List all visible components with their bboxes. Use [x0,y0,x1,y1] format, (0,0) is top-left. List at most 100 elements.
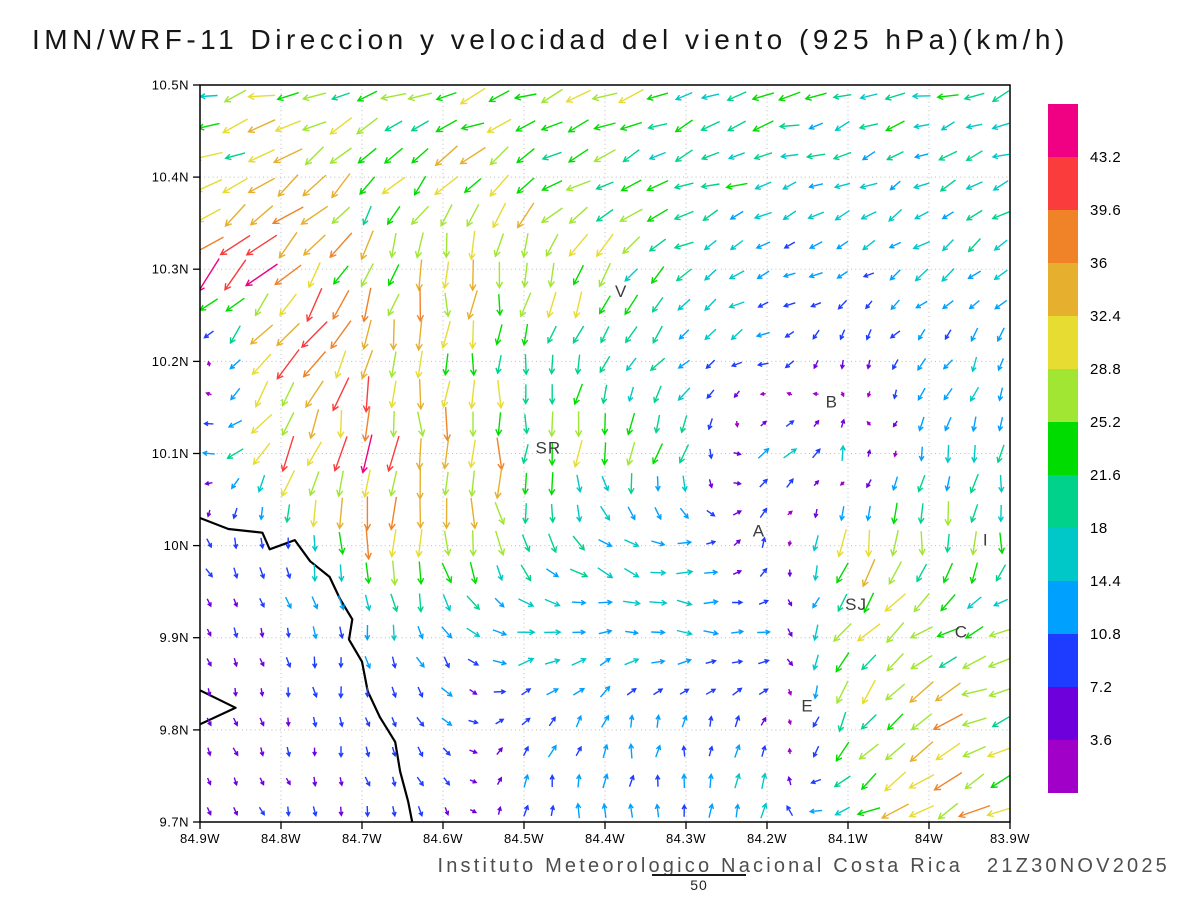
wind-arrow [415,350,423,379]
wind-arrow [567,119,589,133]
wind-arrow [917,474,926,493]
wind-arrow [224,259,247,291]
wind-arrow [568,206,588,225]
wind-arrow [677,658,692,665]
colorbar-segment [1048,687,1078,740]
wind-arrow [387,264,400,287]
wind-arrow [364,776,371,787]
wind-arrow [417,593,424,613]
wind-arrow [545,233,559,258]
wind-arrow [200,236,224,254]
wind-arrow [540,207,563,224]
wind-arrow [991,153,1010,160]
wind-arrow [259,627,265,638]
wind-arrow [600,326,610,344]
wind-arrow [312,626,318,640]
wind-arrow [312,716,318,728]
wind-arrow [565,89,591,103]
wind-arrow [572,440,583,469]
wind-arrow [648,151,666,161]
wind-arrow [466,627,481,638]
wind-arrow [251,353,272,376]
wind-arrow [206,658,212,667]
wind-arrow [386,205,401,226]
wind-arrow [839,506,845,522]
wind-arrow [573,291,583,319]
wind-arrow [833,182,851,190]
colorbar-label: 3.6 [1090,732,1112,749]
wind-arrow [761,772,768,789]
wind-arrow [892,359,899,371]
wind-arrow [890,530,899,557]
wind-arrow [758,599,770,605]
wind-arrow [259,537,265,550]
wind-arrow [468,230,476,261]
wind-arrow [648,238,667,252]
wind-arrow [996,444,1005,464]
colorbar-segment [1048,263,1078,316]
wind-arrow [416,467,424,501]
wind-arrow [651,296,664,313]
wind-arrow [302,351,327,378]
wind-arrow [991,716,1010,728]
wind-arrow [271,206,304,224]
wind-arrow [962,745,986,758]
wind-arrow [681,475,688,493]
wind-arrow [918,531,926,557]
wind-arrow [835,741,850,763]
wind-arrow [469,689,478,695]
wind-arrow [625,357,637,372]
wind-arrow [626,412,636,436]
wind-arrow [572,687,586,696]
wind-arrow [230,387,241,401]
wind-arrow [254,293,269,317]
wind-arrow [410,120,429,132]
wind-arrow [862,272,875,278]
wind-arrow [997,387,1004,402]
x-tick-label: 84.8W [261,831,301,846]
wind-arrow [706,389,715,400]
wind-arrow [726,91,747,102]
wind-arrow [733,539,741,547]
wind-arrow [494,468,503,500]
wind-arrow [549,504,556,524]
wind-arrow [593,149,616,163]
wind-arrow [389,410,398,438]
colorbar-label: 25.2 [1090,414,1121,431]
wind-arrow [466,204,480,228]
wind-arrow [700,151,720,161]
wind-arrow [546,291,557,319]
wind-arrow [991,211,1010,220]
wind-arrow [249,205,274,226]
wind-arrow [910,713,933,731]
wind-arrow [391,806,397,818]
wind-arrow [435,91,457,102]
wind-arrow [733,481,742,486]
wind-arrow [941,211,954,220]
wind-arrow [620,179,642,192]
wind-arrow [674,149,693,163]
wind-arrow [278,231,298,259]
wind-arrow [415,656,425,669]
wind-arrow [522,354,530,376]
wind-arrow [965,123,983,130]
wind-arrow [783,241,796,249]
wind-arrow [259,688,265,697]
wind-arrow [786,478,794,488]
wind-arrow [411,147,429,164]
wind-arrow [312,806,318,818]
wind-arrow [206,360,212,367]
wind-arrow [991,122,1010,131]
wind-arrow [496,565,504,582]
wind-arrow [888,208,903,222]
wind-arrow [223,89,247,103]
colorbar-segment [1048,316,1078,369]
wind-arrow [677,539,693,546]
wind-arrow [595,208,614,222]
wind-arrow [443,292,452,318]
wind-arrow [808,122,824,130]
wind-arrow [862,679,876,705]
wind-arrow [782,302,796,308]
wind-arrow [917,358,927,371]
y-tick-label: 10.2N [152,354,189,369]
